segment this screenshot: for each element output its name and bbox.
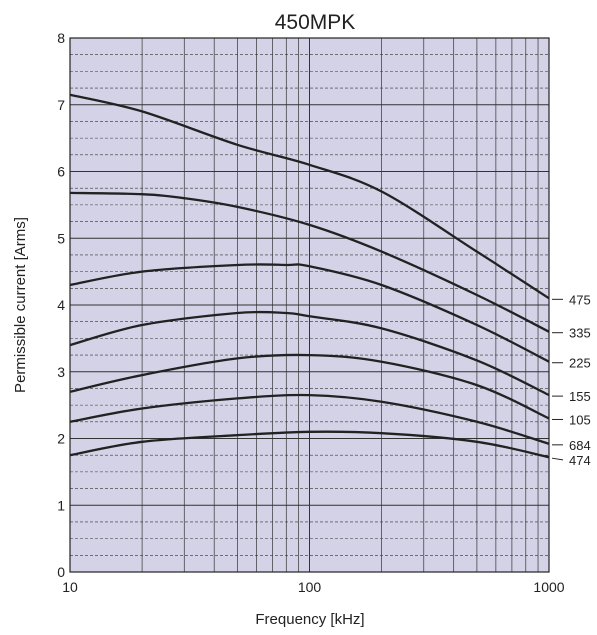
x-tick-label: 10 [62,579,78,595]
series-line-225 [69,263,550,363]
y-tick-label: 7 [57,97,65,113]
grid-layer [69,37,550,573]
series-layer [69,93,550,459]
y-tick-label: 6 [57,164,65,180]
series-line-474 [69,430,550,459]
x-axis-label: Frequency [kHz] [255,611,364,628]
series-label-684: 684 [569,438,591,453]
y-tick-labels: 0 1 2 3 4 5 6 7 8 [57,30,65,580]
y-tick-label: 1 [57,497,65,513]
series-line-684 [69,393,550,445]
series-line-105 [69,353,550,420]
series-label-475: 475 [569,292,591,307]
series-line-335 [69,191,550,333]
plot-frame [69,37,550,573]
y-tick-label: 4 [57,297,65,313]
y-tick-label: 2 [57,431,65,447]
series-line-155 [69,310,550,397]
x-tick-label: 1000 [533,579,564,595]
y-tick-label: 3 [57,364,65,380]
series-label-105: 105 [569,412,591,427]
series-line-475 [69,93,550,300]
series-label-335: 335 [569,326,591,341]
y-axis-label: Permissible current [Arms] [12,217,29,393]
y-tick-label: 5 [57,230,65,246]
series-label-155: 155 [569,389,591,404]
series-label-474: 474 [569,453,591,468]
x-tick-labels: 10 100 1000 [62,579,565,595]
series-label-225: 225 [569,356,591,371]
series-label-leader [551,457,564,461]
y-tick-label: 0 [57,564,65,580]
y-tick-label: 8 [57,30,65,46]
x-tick-label: 100 [298,579,322,595]
chart-title: 450MPK [275,11,356,34]
